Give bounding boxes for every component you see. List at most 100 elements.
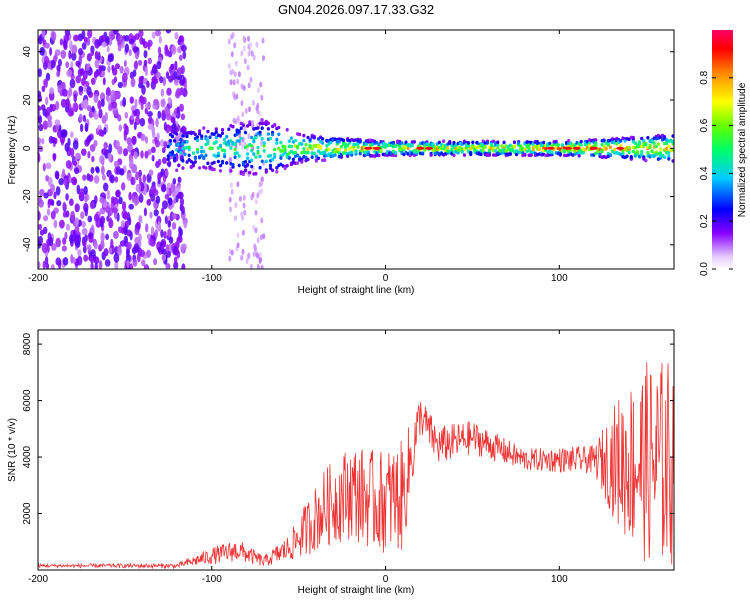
spectrogram-cell [236, 115, 240, 122]
spectrogram-cell [254, 155, 258, 159]
spectrogram-cell [229, 206, 232, 213]
spectrogram-cell [204, 166, 208, 170]
spectrogram-cell [109, 174, 116, 184]
spectrogram-cell [233, 155, 237, 159]
spectrogram-cell [83, 36, 88, 43]
spectrogram-cell [182, 50, 187, 60]
spectrogram-cell [100, 239, 105, 250]
spectrogram-cell [185, 134, 189, 139]
spectrogram-cell [97, 100, 102, 110]
spectrogram-cell [175, 132, 179, 136]
spectrogram-cell [273, 155, 277, 159]
spectrogram-cell [58, 58, 62, 67]
spectrogram-cell [253, 243, 257, 250]
spectrogram-cell [157, 46, 162, 55]
spectrogram-cell [281, 153, 285, 157]
spectrogram-cell [62, 201, 66, 211]
spectrogram-cell [161, 253, 167, 262]
spectrogram-cell [512, 144, 517, 149]
spectrogram-cell [185, 160, 189, 164]
spectrogram-cell [233, 71, 237, 78]
spectrogram-cell [53, 219, 58, 229]
spectrogram-cell [56, 200, 62, 207]
spectrogram-cell [117, 247, 122, 256]
spectrogram-cell [260, 118, 264, 122]
spectrogram-cell [121, 201, 127, 211]
spectrogram-cell [316, 149, 321, 153]
spectrogram-cell [80, 211, 85, 220]
spectrogram-cell [469, 152, 473, 156]
spectrogram-cell [212, 132, 216, 136]
spectrogram-cell [519, 144, 523, 148]
spectrogram-cell [134, 33, 140, 40]
spectrogram-cell [160, 88, 165, 97]
spectrogram-cell [179, 103, 184, 112]
spectrogram-cell [133, 60, 138, 70]
spectrogram-cell [38, 68, 42, 78]
spectrogram-cell [258, 154, 262, 159]
spectrogram-cell [156, 132, 160, 141]
spectrogram-cell [105, 94, 110, 102]
spectrogram-cell [652, 141, 656, 145]
spectrogram-cell [216, 151, 220, 156]
spectrogram-cell [256, 87, 260, 94]
spectrogram-cell [46, 208, 51, 216]
spectrogram-cell [550, 150, 554, 154]
spectrogram-cell [138, 176, 142, 185]
spectrogram-cell [157, 221, 161, 230]
spectrogram-cell [76, 255, 83, 266]
spectrogram-cell [62, 168, 66, 177]
spectrogram-cell [650, 139, 654, 143]
spectrogram-cell [153, 98, 159, 106]
x-tick-label: -200 [28, 574, 48, 585]
spectrogram-cell [156, 60, 162, 70]
spectrogram-cell [93, 71, 98, 78]
spectrogram-cell [556, 143, 560, 147]
spectrogram-cell [112, 30, 119, 35]
spectrogram-cell [220, 131, 225, 136]
spectrogram-cell [176, 74, 183, 81]
spectrogram-cell [82, 114, 86, 122]
spectrogram-cell [627, 145, 631, 150]
spectrogram-cell [446, 146, 450, 150]
spectrogram-cell [621, 151, 625, 156]
spectrogram-cell [240, 143, 244, 150]
spectrogram-cell [235, 151, 239, 155]
spectrogram-cell [97, 51, 101, 61]
spectrogram-cell [241, 229, 245, 236]
spectrogram-cell [100, 232, 105, 242]
spectrogram-cell [200, 153, 204, 158]
spectrogram-cell [247, 133, 251, 140]
spectrogram-cell [164, 48, 170, 57]
spectrogram-cell [287, 156, 291, 160]
spectrogram-cell [242, 45, 246, 52]
spectrogram-cell [214, 135, 218, 140]
spectrogram-cell [202, 126, 206, 130]
spectrogram-cell [358, 139, 362, 144]
y-tick-label: 8000 [22, 333, 33, 356]
spectrogram-cell [150, 226, 155, 236]
spectrogram-cell [400, 141, 404, 145]
spectrogram-cell [316, 156, 321, 161]
spectrogram-cell [81, 30, 86, 40]
spectrogram-cell [225, 161, 229, 165]
x-tick-label: 100 [551, 273, 568, 284]
spectrogram-cell [237, 163, 241, 168]
spectrogram-cell [91, 105, 95, 113]
spectrogram-cell [279, 156, 283, 160]
spectrogram-cell [302, 147, 306, 151]
spectrogram-cell [165, 71, 170, 79]
spectrogram-cell [259, 252, 263, 258]
spectrogram-cell [206, 141, 210, 146]
spectrogram-cell [598, 152, 602, 157]
spectrogram-cell [115, 91, 121, 100]
spectrogram-cell [88, 233, 94, 243]
spectrogram-hotspot [572, 146, 581, 150]
spectrogram-cell [243, 160, 248, 164]
spectrogram-cell [129, 263, 134, 269]
spectrogram-cell [83, 254, 89, 262]
spectrogram-heatmap [38, 30, 674, 269]
spectrogram-cell [243, 168, 248, 173]
spectrogram-cell [56, 70, 60, 78]
spectrogram-cell [227, 63, 231, 70]
